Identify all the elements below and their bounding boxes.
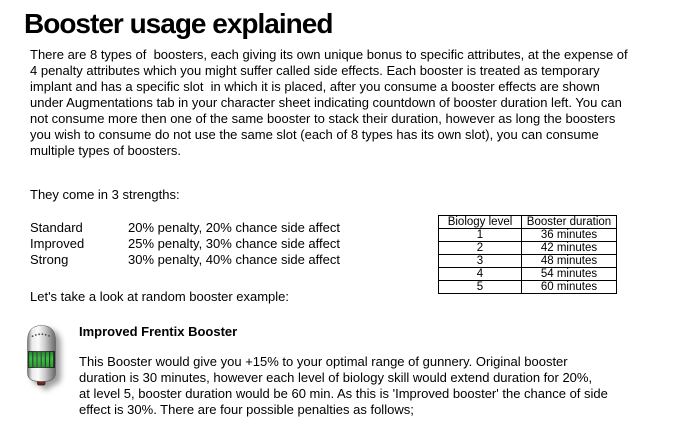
booster-duration-cell: 60 minutes bbox=[521, 280, 617, 294]
table-row: 4 54 minutes bbox=[438, 267, 617, 281]
strengths-list: Standard 20% penalty, 20% chance side af… bbox=[30, 220, 340, 268]
biology-level-cell: 3 bbox=[438, 254, 522, 268]
table-header-biology-level: Biology level bbox=[438, 215, 522, 229]
biology-duration-table: Biology level Booster duration 1 36 minu… bbox=[438, 215, 617, 294]
booster-duration-cell: 48 minutes bbox=[521, 254, 617, 268]
biology-level-cell: 1 bbox=[438, 228, 522, 242]
table-header-booster-duration: Booster duration bbox=[521, 215, 617, 229]
biology-level-cell: 2 bbox=[438, 241, 522, 255]
strength-name: Standard bbox=[30, 220, 83, 235]
booster-name: Improved Frentix Booster bbox=[79, 324, 238, 339]
table-row: 2 42 minutes bbox=[438, 241, 617, 255]
booster-duration-cell: 42 minutes bbox=[521, 241, 617, 255]
example-lead: Let's take a look at random booster exam… bbox=[30, 289, 290, 304]
page-title: Booster usage explained bbox=[24, 8, 333, 39]
table-row: 5 60 minutes bbox=[438, 280, 617, 294]
biology-level-cell: 5 bbox=[438, 280, 522, 294]
booster-description: This Booster would give you +15% to your… bbox=[79, 354, 608, 417]
table-header-row: Biology level Booster duration bbox=[438, 215, 617, 229]
booster-canister-icon bbox=[24, 324, 60, 388]
table-row: 1 36 minutes bbox=[438, 228, 617, 242]
intro-paragraph: There are 8 types of boosters, each givi… bbox=[30, 47, 628, 158]
strength-name: Improved bbox=[30, 236, 85, 251]
booster-duration-cell: 54 minutes bbox=[521, 267, 617, 281]
booster-duration-cell: 36 minutes bbox=[521, 228, 617, 242]
biology-level-cell: 4 bbox=[438, 267, 522, 281]
strength-effect: 25% penalty, 30% chance side affect bbox=[128, 236, 340, 251]
table-row: 3 48 minutes bbox=[438, 254, 617, 268]
strength-effect: 20% penalty, 20% chance side affect bbox=[128, 220, 340, 235]
strength-effect: 30% penalty, 40% chance side affect bbox=[128, 252, 340, 267]
strengths-heading: They come in 3 strengths: bbox=[30, 187, 180, 202]
strength-name: Strong bbox=[30, 252, 69, 267]
